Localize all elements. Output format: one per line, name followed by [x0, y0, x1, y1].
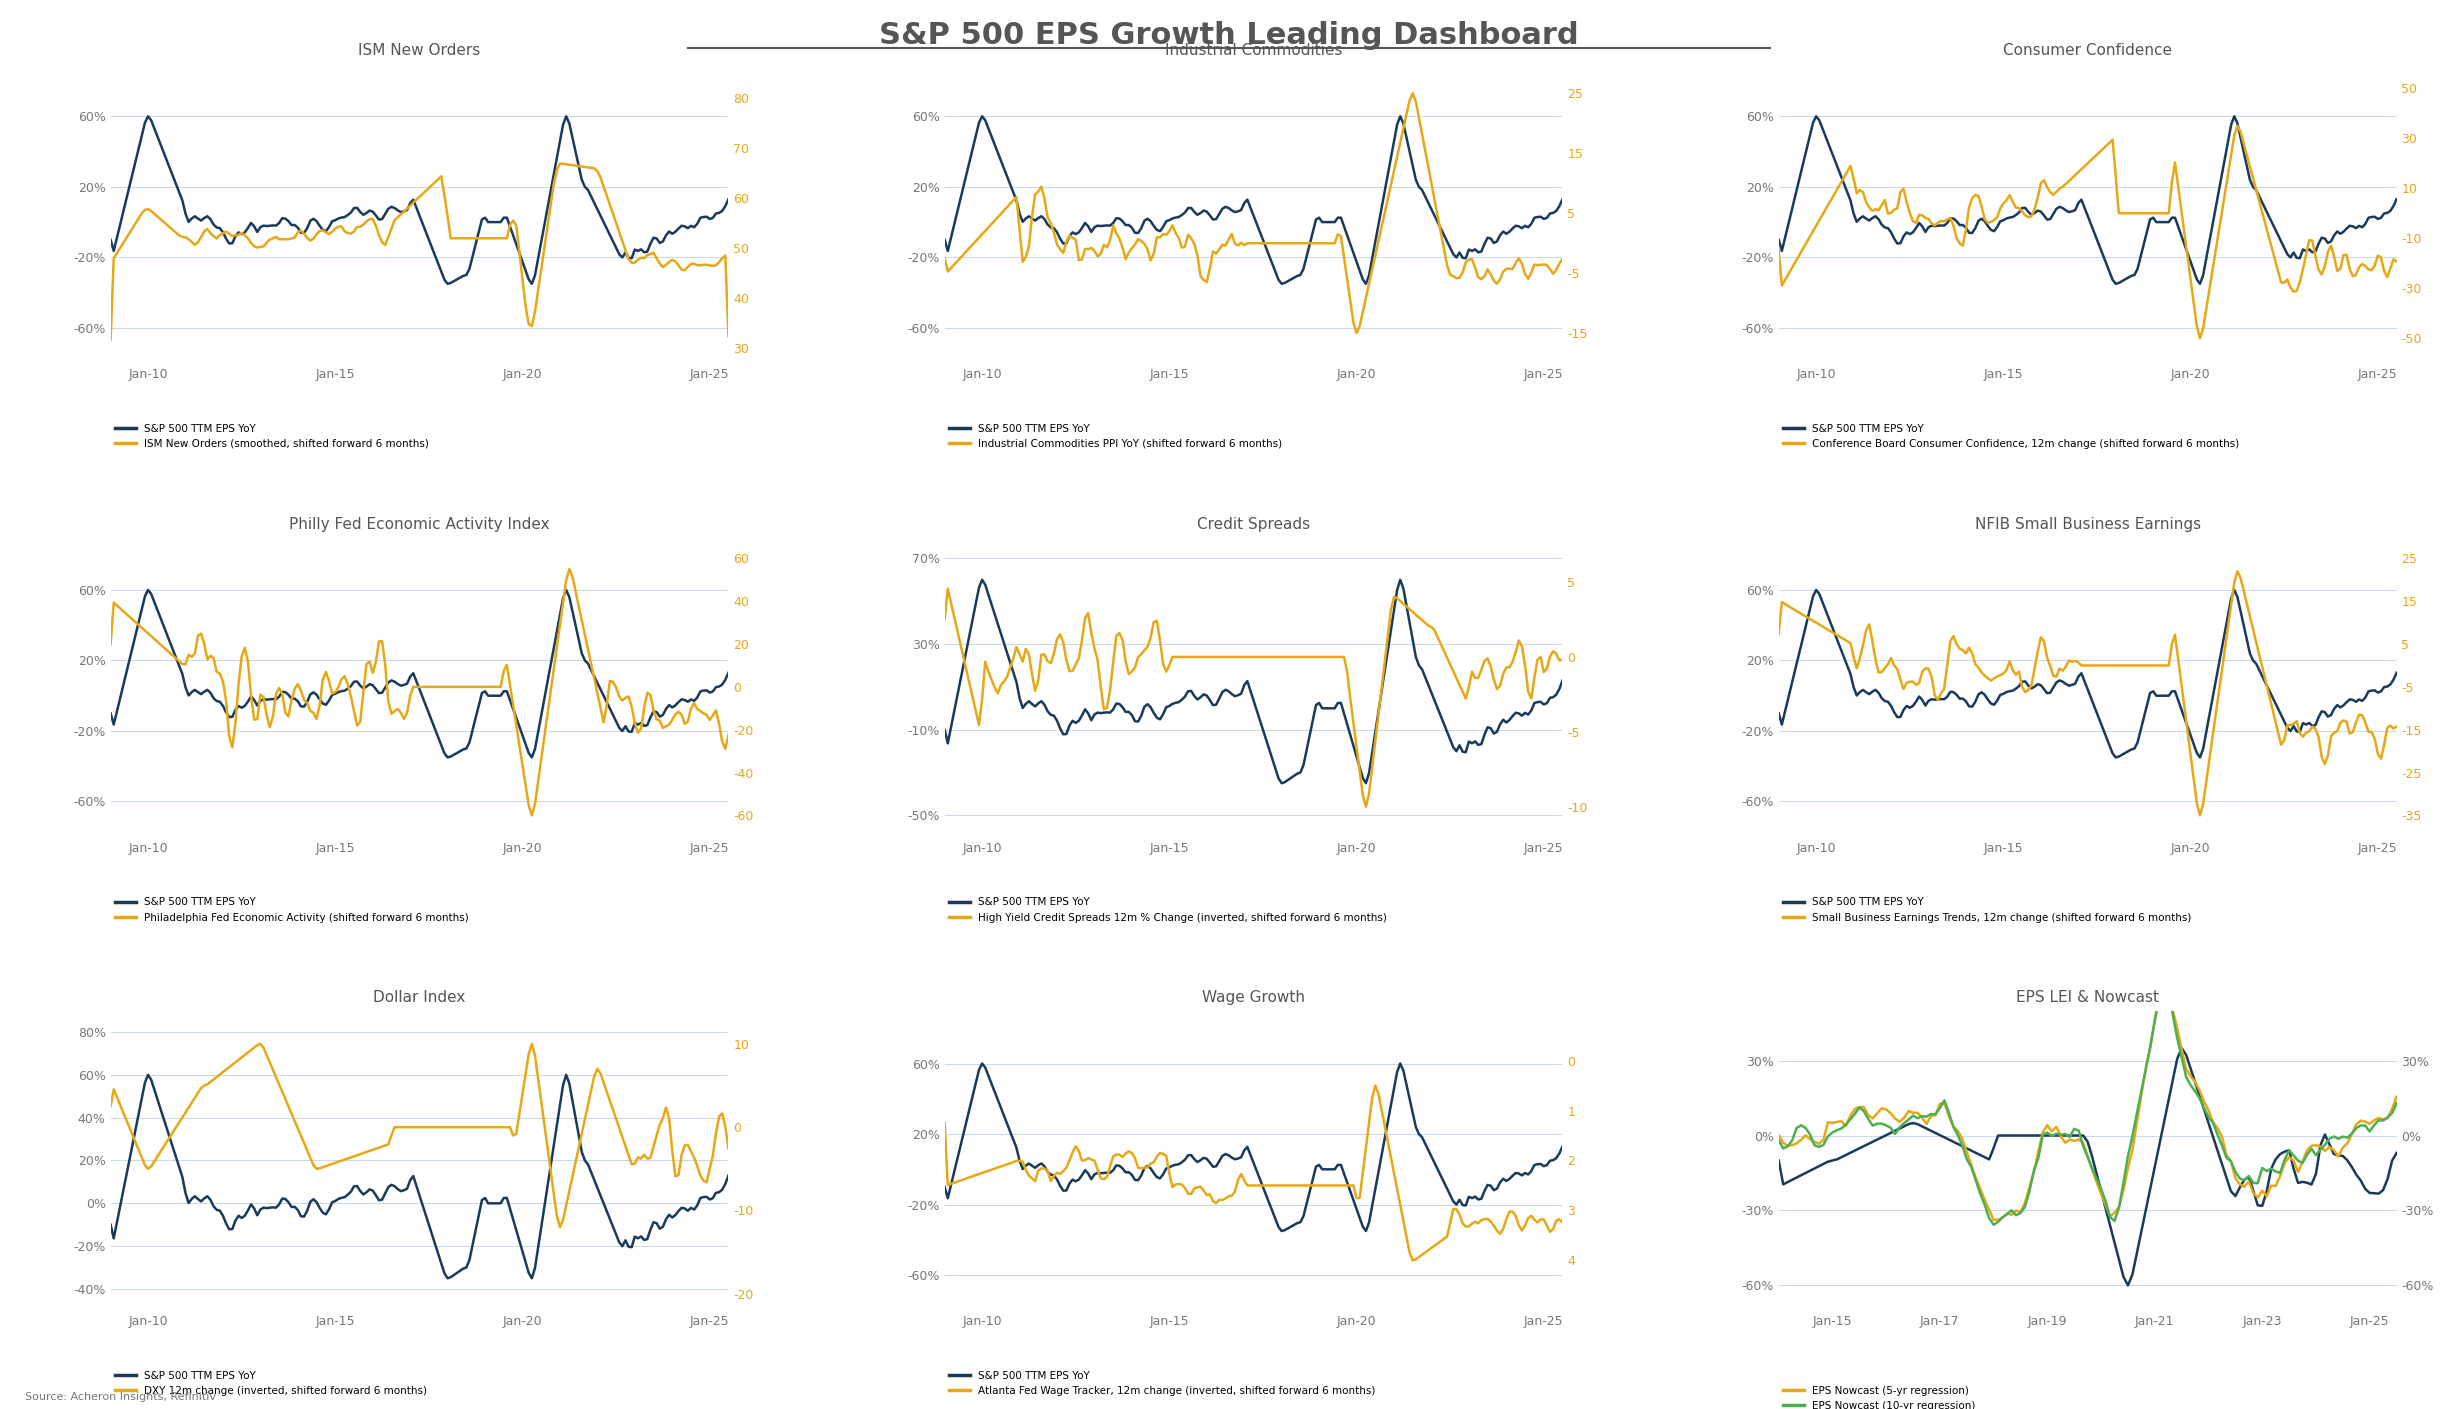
Legend: S&P 500 TTM EPS YoY, High Yield Credit Spreads 12m % Change (inverted, shifted f: S&P 500 TTM EPS YoY, High Yield Credit S…	[944, 893, 1391, 927]
Title: Wage Growth: Wage Growth	[1202, 991, 1305, 1005]
Title: Dollar Index: Dollar Index	[374, 991, 465, 1005]
Legend: S&P 500 TTM EPS YoY, DXY 12m change (inverted, shifted forward 6 months): S&P 500 TTM EPS YoY, DXY 12m change (inv…	[111, 1367, 430, 1401]
Title: ISM New Orders: ISM New Orders	[359, 44, 482, 58]
Title: NFIB Small Business Earnings: NFIB Small Business Earnings	[1974, 517, 2200, 531]
Title: EPS LEI & Nowcast: EPS LEI & Nowcast	[2016, 991, 2158, 1005]
Legend: S&P 500 TTM EPS YoY, Philadelphia Fed Economic Activity (shifted forward 6 month: S&P 500 TTM EPS YoY, Philadelphia Fed Ec…	[111, 893, 472, 927]
Legend: S&P 500 TTM EPS YoY, Small Business Earnings Trends, 12m change (shifted forward: S&P 500 TTM EPS YoY, Small Business Earn…	[1780, 893, 2195, 927]
Title: Industrial Commodities: Industrial Commodities	[1165, 44, 1342, 58]
Title: Philly Fed Economic Activity Index: Philly Fed Economic Activity Index	[290, 517, 551, 531]
Legend: S&P 500 TTM EPS YoY, Atlanta Fed Wage Tracker, 12m change (inverted, shifted for: S&P 500 TTM EPS YoY, Atlanta Fed Wage Tr…	[944, 1367, 1379, 1401]
Legend: EPS Nowcast (5-yr regression), EPS Nowcast (10-yr regression), EPS Composite Lea: EPS Nowcast (5-yr regression), EPS Nowca…	[1780, 1381, 2131, 1409]
Text: S&P 500 EPS Growth Leading Dashboard: S&P 500 EPS Growth Leading Dashboard	[880, 21, 1578, 51]
Legend: S&P 500 TTM EPS YoY, ISM New Orders (smoothed, shifted forward 6 months): S&P 500 TTM EPS YoY, ISM New Orders (smo…	[111, 420, 433, 454]
Title: Credit Spreads: Credit Spreads	[1197, 517, 1310, 531]
Legend: S&P 500 TTM EPS YoY, Conference Board Consumer Confidence, 12m change (shifted f: S&P 500 TTM EPS YoY, Conference Board Co…	[1780, 420, 2244, 454]
Legend: S&P 500 TTM EPS YoY, Industrial Commodities PPI YoY (shifted forward 6 months): S&P 500 TTM EPS YoY, Industrial Commodit…	[944, 420, 1286, 454]
Title: Consumer Confidence: Consumer Confidence	[2003, 44, 2173, 58]
Text: Source: Acheron Insights, Refinitiv: Source: Acheron Insights, Refinitiv	[25, 1392, 216, 1402]
